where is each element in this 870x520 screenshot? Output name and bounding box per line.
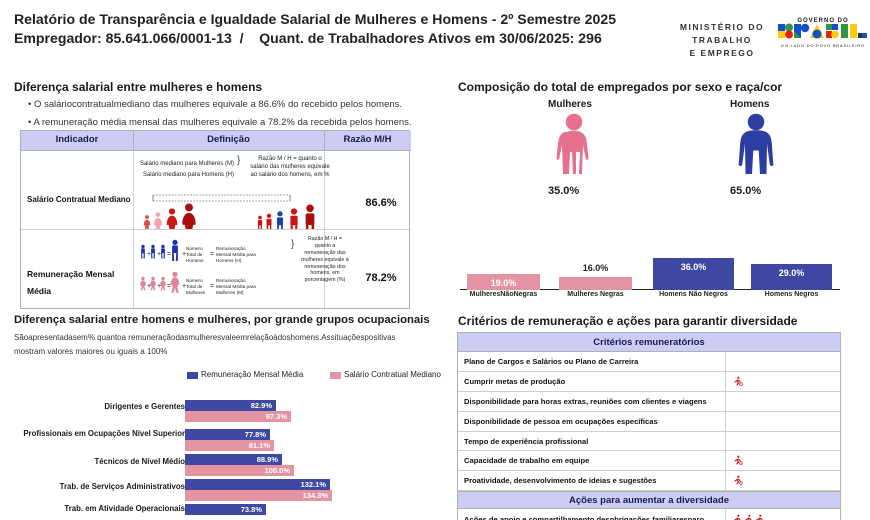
svg-text:=: = (210, 283, 214, 290)
svg-text:Mulheres (M): Mulheres (M) (216, 290, 244, 295)
svg-text:Mensal Média para: Mensal Média para (216, 284, 256, 289)
svg-text:=: = (210, 251, 214, 258)
svg-text:Mulheres: Mulheres (186, 290, 206, 295)
svg-text:+: + (157, 251, 161, 258)
svg-text:Número: Número (186, 246, 203, 251)
svg-text:Total de: Total de (186, 252, 203, 257)
svg-text:Remuneração: Remuneração (216, 278, 246, 283)
svg-text:Total de: Total de (186, 284, 203, 289)
svg-text:=: = (167, 283, 171, 290)
svg-text:+: + (147, 251, 151, 258)
svg-text:Homens (H): Homens (H) (216, 258, 242, 263)
svg-text:GOVERNO DO: GOVERNO DO (797, 18, 848, 24)
svg-text:Mensal Média para: Mensal Média para (216, 252, 256, 257)
svg-text:Número: Número (186, 278, 203, 283)
svg-text:Homens: Homens (186, 258, 204, 263)
svg-text:=: = (167, 251, 171, 258)
svg-text:DO LADO DO POVO BRASILEIRO: DO LADO DO POVO BRASILEIRO (781, 43, 865, 48)
svg-text:Remuneração: Remuneração (216, 246, 246, 251)
